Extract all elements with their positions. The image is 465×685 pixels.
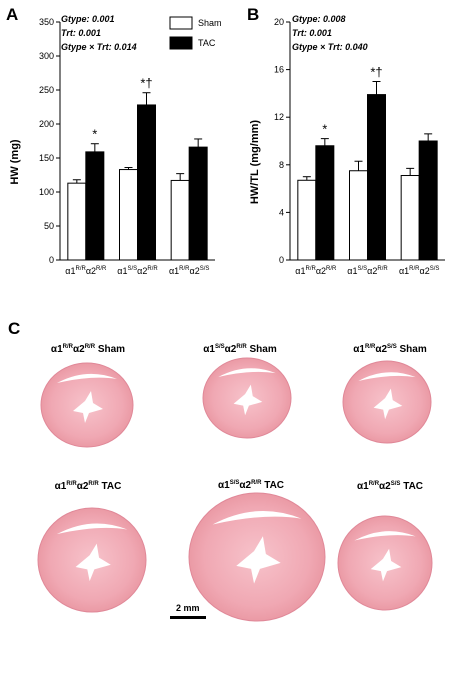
histology-section: α1S/Sα2R/R TAC: [188, 480, 326, 622]
lv-lumen: [73, 391, 103, 423]
chart-a-category-label: α1S/Sα2R/R: [117, 266, 158, 276]
ventricle-cavity: [56, 523, 128, 535]
chart-b-stat-1: Gtype: 0.008: [292, 14, 346, 24]
chart-b-category-label: α1R/Rα2S/S: [399, 266, 439, 276]
chart-a-category-label: α1R/Rα2R/R: [65, 266, 107, 276]
chart-a-legend: Sham TAC: [169, 16, 222, 50]
chart-a-bar-tac: [188, 146, 208, 261]
chart-a-ytick-label: 300: [39, 51, 54, 61]
histology-section: α1R/Rα2S/S Sham: [342, 344, 432, 444]
legend-label-tac: TAC: [198, 38, 216, 48]
chart-a-bar-tac: [137, 104, 156, 261]
panel-letter-b: B: [247, 5, 259, 24]
chart-a-bar-tac: [85, 151, 105, 261]
ventricle-cavity: [358, 372, 416, 381]
chart-b-ylabel: HW/TL (mg/mm): [249, 120, 261, 204]
chart-b-stats: Gtype: 0.008 Trt: 0.001 Gtype × Trt: 0.0…: [292, 14, 368, 52]
scale-bar-label: 2 mm: [176, 603, 200, 613]
chart-a-stat-1: Gtype: 0.001: [61, 14, 115, 24]
lv-lumen: [233, 384, 263, 416]
lv-lumen: [370, 548, 402, 582]
lv-lumen: [373, 388, 403, 420]
chart-a-hw: HW (mg) Gtype: 0.001 Trt: 0.001 Gtype × …: [9, 14, 222, 276]
chart-b-category-label: α1R/Rα2R/R: [295, 266, 337, 276]
chart-b-hwtl: HW/TL (mg/mm) Gtype: 0.008 Trt: 0.001 Gt…: [249, 14, 445, 276]
chart-a-bar-sham: [170, 179, 190, 261]
histology-caption: α1R/Rα2S/S TAC: [357, 481, 423, 492]
panel-letter-c: C: [8, 319, 20, 338]
histology-caption: α1R/Rα2R/R TAC: [55, 481, 122, 492]
ventricle-cavity: [57, 373, 117, 383]
chart-b-bar-tac: [418, 140, 438, 261]
histology-section: α1R/Rα2R/R Sham: [40, 344, 134, 448]
chart-a-ytick-label: 350: [39, 17, 54, 27]
lv-lumen: [236, 536, 281, 584]
chart-a-significance-marker: *†: [140, 76, 152, 91]
chart-b-significance-marker: *†: [370, 65, 382, 80]
chart-b-ytick-label: 16: [274, 65, 284, 75]
chart-a-ytick-label: 50: [44, 221, 54, 231]
lv-lumen: [75, 543, 111, 582]
chart-b-category-label: α1S/Sα2R/R: [347, 266, 388, 276]
legend-swatch-tac: [169, 36, 193, 50]
histology-caption: α1S/Sα2R/R Sham: [203, 344, 277, 355]
scale-bar-line: [170, 616, 206, 619]
chart-a-significance-marker: *: [92, 127, 97, 142]
histology-section: α1R/Rα2S/S TAC: [337, 481, 433, 611]
chart-a-bar-sham: [67, 182, 87, 261]
scale-bar: 2 mm: [170, 603, 206, 619]
chart-a-stat-3: Gtype × Trt: 0.014: [61, 42, 137, 52]
ventricle-cavity: [212, 510, 302, 525]
chart-b-ytick-label: 20: [274, 17, 284, 27]
chart-b-significance-marker: *: [322, 122, 327, 137]
chart-b-ytick-label: 12: [274, 112, 284, 122]
chart-b-stat-3: Gtype × Trt: 0.040: [292, 42, 368, 52]
chart-a-ytick-label: 0: [49, 255, 54, 265]
chart-a-ylabel: HW (mg): [9, 139, 21, 185]
histology-caption: α1R/Rα2R/R Sham: [51, 344, 125, 355]
chart-a-ytick-label: 200: [39, 119, 54, 129]
ventricle-cavity: [218, 368, 276, 377]
chart-a-ytick-label: 150: [39, 153, 54, 163]
chart-a-bar-sham: [119, 169, 138, 261]
chart-a-category-label: α1R/Rα2S/S: [169, 266, 209, 276]
chart-a-ytick-label: 250: [39, 85, 54, 95]
chart-b-bar-sham: [349, 170, 368, 261]
histology-panel: α1R/Rα2R/R Sham α1S/Sα2R/R Sham α1R/Rα2S/S…: [37, 344, 433, 622]
chart-b-bar-sham: [297, 179, 317, 261]
chart-b-stat-2: Trt: 0.001: [292, 28, 332, 38]
histology-section: α1R/Rα2R/R TAC: [37, 481, 147, 613]
chart-b-bar-tac: [315, 145, 335, 261]
chart-b-ytick-label: 8: [279, 160, 284, 170]
legend-label-sham: Sham: [198, 18, 222, 28]
panel-letter-a: A: [6, 5, 18, 24]
chart-b-bar-tac: [367, 94, 386, 261]
histology-section: α1S/Sα2R/R Sham: [202, 344, 292, 439]
ventricle-cavity: [354, 531, 416, 541]
chart-a-stats: Gtype: 0.001 Trt: 0.001 Gtype × Trt: 0.0…: [61, 14, 137, 52]
legend-swatch-sham: [169, 16, 193, 30]
chart-b-bar-sham: [400, 175, 420, 261]
histology-caption: α1R/Rα2S/S Sham: [353, 344, 427, 355]
chart-b-ytick-label: 0: [279, 255, 284, 265]
histology-caption: α1S/Sα2R/R TAC: [218, 480, 284, 491]
chart-a-ytick-label: 100: [39, 187, 54, 197]
chart-b-ytick-label: 4: [279, 207, 284, 217]
chart-a-stat-2: Trt: 0.001: [61, 28, 101, 38]
